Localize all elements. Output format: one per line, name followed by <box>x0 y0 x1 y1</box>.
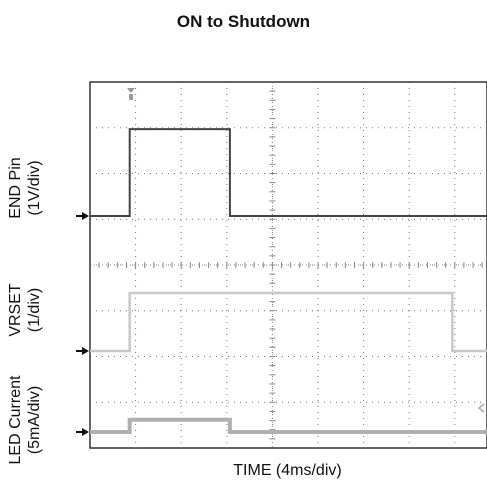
y-label-vrset-line2: (1/div) <box>26 287 43 333</box>
scope-traces <box>90 128 487 434</box>
trigger-marker-icon <box>127 88 135 93</box>
y-label-vrset-line1: VRSET <box>7 283 24 337</box>
plot-frame <box>89 81 487 449</box>
trigger-level-icon <box>477 403 485 413</box>
y-label-led-current-line2: (5mA/div) <box>26 385 43 455</box>
trigger-marker-stem <box>129 94 133 100</box>
x-axis-label: TIME (4ms/div) <box>233 462 342 479</box>
trace-channel-2 <box>90 291 487 353</box>
channel-3-ground-arrowhead <box>82 428 89 436</box>
y-label-end-pin-line1: END Pin <box>7 157 24 219</box>
y-label-led-current: LED Current (5mA/div) <box>6 376 44 465</box>
channel-2-ground-arrowhead <box>82 347 89 355</box>
y-label-end-pin-line2: (1V/div) <box>26 160 43 216</box>
trace-channel-1 <box>90 128 487 217</box>
scope-grid <box>89 81 487 449</box>
channel-1-ground-arrowhead <box>82 212 89 220</box>
chart-title: ON to Shutdown <box>176 12 311 31</box>
trace-channel-3 <box>90 417 487 434</box>
y-label-led-current-line1: LED Current <box>7 375 24 465</box>
channel-markers <box>76 88 485 436</box>
y-label-end-pin: END Pin (1V/div) <box>6 157 44 218</box>
y-label-vrset: VRSET (1/div) <box>6 283 44 336</box>
